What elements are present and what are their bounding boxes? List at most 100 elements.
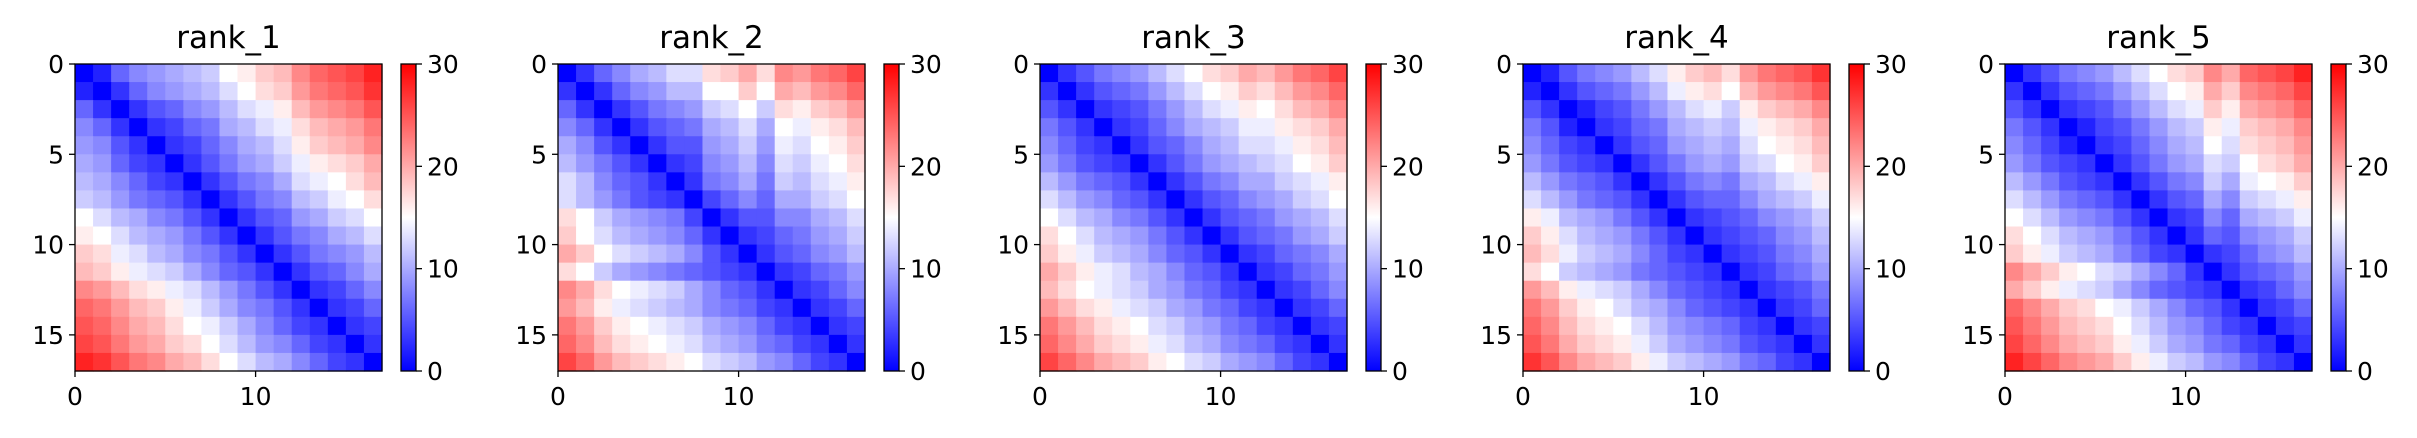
heatmap-cell xyxy=(2059,244,2078,264)
heatmap-cell xyxy=(2203,334,2223,354)
heatmap-cell xyxy=(1703,154,1723,173)
heatmap-cell xyxy=(756,100,776,119)
heatmap-cell xyxy=(1649,136,1669,155)
heatmap-cell xyxy=(1148,82,1168,101)
heatmap-cell xyxy=(291,136,311,155)
axes-frame xyxy=(557,63,866,372)
heatmap-cell xyxy=(2257,64,2277,83)
heatmap-cell xyxy=(1577,154,1596,173)
heatmap-cell xyxy=(2023,316,2042,336)
heatmap-cell xyxy=(2095,244,2114,264)
heatmap-cell xyxy=(1757,280,1777,300)
heatmap-cell xyxy=(219,208,239,228)
heatmap-cell xyxy=(630,82,649,101)
heatmap-cell xyxy=(1256,298,1276,318)
heatmap-cell xyxy=(2221,352,2241,372)
colorbar-tick-label: 20 xyxy=(1392,152,1424,181)
heatmap-cell xyxy=(1094,154,1113,173)
heatmap-cell xyxy=(1274,190,1294,210)
heatmap-cell xyxy=(828,352,848,372)
heatmap-cell xyxy=(75,352,94,372)
heatmap-cell xyxy=(201,154,221,173)
heatmap-cell xyxy=(93,244,112,264)
heatmap-cell xyxy=(1523,244,1542,264)
heatmap-cell xyxy=(309,136,329,155)
y-tick-label: 15 xyxy=(997,321,1029,350)
heatmap-cell xyxy=(1811,298,1831,318)
heatmap-cell xyxy=(1793,82,1813,101)
heatmap-cell xyxy=(345,190,365,210)
heatmap-cell xyxy=(147,316,166,336)
y-tick-label: 5 xyxy=(1978,140,1994,169)
heatmap-cell xyxy=(2041,172,2060,192)
y-tick-label: 5 xyxy=(531,140,547,169)
heatmap-cell xyxy=(327,226,347,246)
heatmap-cell xyxy=(630,118,649,137)
heatmap-cell xyxy=(2113,136,2133,155)
heatmap-cell xyxy=(1148,280,1168,300)
heatmap-cell xyxy=(774,280,794,300)
heatmap-cell xyxy=(1094,100,1113,119)
heatmap-cell xyxy=(1631,82,1651,101)
heatmap-cell xyxy=(129,154,148,173)
heatmap-cell xyxy=(792,352,812,372)
heatmap-cell xyxy=(1130,352,1149,372)
heatmap-cell xyxy=(1256,244,1276,264)
heatmap-cell xyxy=(1166,172,1186,192)
colorbar-frame xyxy=(1848,63,1865,372)
heatmap-cell xyxy=(201,208,221,228)
heatmap-cell xyxy=(2239,262,2259,282)
heatmap-cell xyxy=(2059,226,2078,246)
heatmap-cell xyxy=(93,172,112,192)
heatmap-cell xyxy=(2077,118,2096,137)
heatmap-cell xyxy=(1523,352,1542,372)
heatmap-cell xyxy=(147,280,166,300)
heatmap-cell xyxy=(792,226,812,246)
heatmap-cell xyxy=(2257,280,2277,300)
heatmap-cell xyxy=(237,190,257,210)
heatmap-cell xyxy=(1238,208,1258,228)
heatmap-cell xyxy=(1649,190,1669,210)
heatmap-cell xyxy=(309,82,329,101)
heatmap-cell xyxy=(1793,334,1813,354)
heatmap-cell xyxy=(2059,190,2078,210)
heatmap-cell xyxy=(828,82,848,101)
heatmap-cell xyxy=(1310,262,1330,282)
heatmap-cell xyxy=(1256,334,1276,354)
heatmap-cell xyxy=(1793,298,1813,318)
heatmap-cell xyxy=(255,352,275,372)
heatmap-cell xyxy=(630,190,649,210)
heatmap-cell xyxy=(1757,226,1777,246)
heatmap-cell xyxy=(1076,334,1095,354)
heatmap-cell xyxy=(1649,82,1669,101)
heatmap-cell xyxy=(2203,244,2223,264)
heatmap-cell xyxy=(666,190,686,210)
heatmap-cell xyxy=(219,352,239,372)
heatmap-cell xyxy=(2059,208,2078,228)
heatmap-cell xyxy=(2275,190,2295,210)
heatmap-cell xyxy=(1220,64,1240,83)
heatmap-cell xyxy=(1148,208,1168,228)
heatmap-cell xyxy=(291,154,311,173)
heatmap-cell xyxy=(1667,226,1687,246)
heatmap-cell xyxy=(1058,208,1077,228)
heatmap-cell xyxy=(2203,118,2223,137)
heatmap-cell xyxy=(1613,298,1632,318)
heatmap-cell xyxy=(1148,172,1168,192)
heatmap-cell xyxy=(2077,64,2096,83)
heatmap-cell xyxy=(1166,136,1186,155)
heatmap-cell xyxy=(1559,298,1578,318)
heatmap-cell xyxy=(345,82,365,101)
heatmap-cell xyxy=(720,208,740,228)
y-tick-label: 5 xyxy=(48,140,64,169)
heatmap-cell xyxy=(291,82,311,101)
heatmap-cell xyxy=(75,100,94,119)
heatmap-cell xyxy=(1577,208,1596,228)
heatmap-cell xyxy=(1811,136,1831,155)
heatmap-cell xyxy=(1721,334,1741,354)
heatmap-cell xyxy=(1130,244,1149,264)
heatmap-cell xyxy=(576,280,595,300)
heatmap-cell xyxy=(345,226,365,246)
heatmap-cell xyxy=(111,154,130,173)
heatmap-cell xyxy=(1310,154,1330,173)
